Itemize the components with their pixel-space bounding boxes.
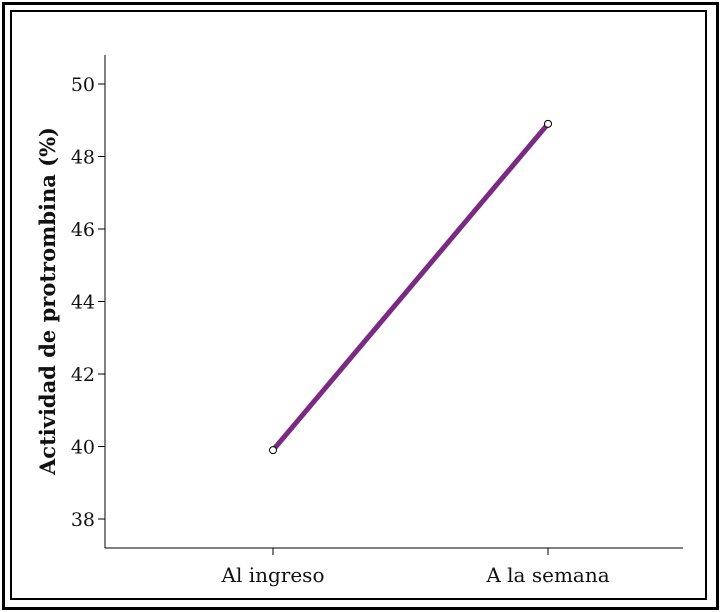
y-tick-label: 44 [71,292,95,314]
y-tick-label: 48 [71,147,95,169]
y-tick-label: 40 [71,437,95,459]
x-tick-label: A la semana [485,563,609,587]
x-ticks: Al ingreso A la semana [221,548,610,587]
axes [104,55,683,549]
y-tick-label: 38 [71,509,95,531]
series-group [269,119,552,455]
y-tick-label: 46 [71,219,95,241]
data-point [269,446,277,455]
y-ticks: 38 40 42 44 46 48 50 [71,74,105,531]
series-line [270,121,551,453]
y-tick-label: 42 [71,364,95,386]
data-point [544,119,552,128]
inner-frame [10,10,707,600]
y-tick-label: 50 [71,74,95,96]
x-tick-label: Al ingreso [221,563,325,587]
y-axis-title: Actividad de protrombina (%) [35,127,60,476]
